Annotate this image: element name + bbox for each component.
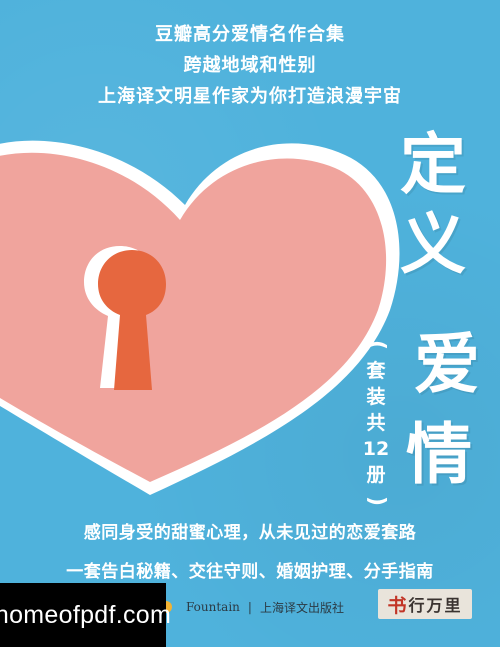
set-note-char-5: 册	[366, 464, 386, 486]
set-note-char-4: 12	[362, 438, 390, 460]
publisher-separator: |	[247, 600, 252, 614]
heart-shape	[0, 152, 387, 482]
set-note-char-2: 装	[366, 386, 386, 408]
watermark-banner: homeofpdf.com	[0, 583, 171, 647]
tagline-2: 跨越地域和性别	[183, 55, 317, 76]
paren-open: (	[364, 339, 389, 351]
keyhole-shape	[98, 250, 166, 390]
imprint-name: Fountain	[186, 600, 240, 614]
title-char-2: 义	[400, 206, 466, 283]
watermark-text: homeofpdf.com	[0, 600, 172, 629]
tagline-1: 豆瓣高分爱情名作合集	[155, 24, 345, 45]
heart-keyhole-icon	[0, 140, 400, 495]
brand-logo: 书 行万里	[378, 589, 472, 619]
title-char-3: 爱	[414, 326, 480, 403]
publisher-bar: Fountain | 上海译文出版社	[160, 594, 344, 620]
title-char-1: 定	[400, 126, 466, 203]
tagline-3: 上海译文明星作家为你打造浪漫宇宙	[98, 86, 402, 107]
set-count-note: ( 套 装 共 12 册 )	[350, 332, 402, 506]
title-char-4: 情	[406, 416, 472, 493]
brand-first-char: 书	[387, 594, 409, 617]
brand-rest: 行万里	[408, 596, 463, 615]
set-note-char-3: 共	[366, 412, 386, 434]
set-note-char-1: 套	[366, 360, 386, 382]
description-line-1: 感同身受的甜蜜心理，从未见过的恋爱套路	[83, 523, 417, 543]
heart-illustration	[0, 110, 420, 510]
publisher-name: 上海译文出版社	[259, 600, 344, 615]
description-line-2: 一套告白秘籍、交往守则、婚姻护理、分手指南	[66, 562, 434, 582]
